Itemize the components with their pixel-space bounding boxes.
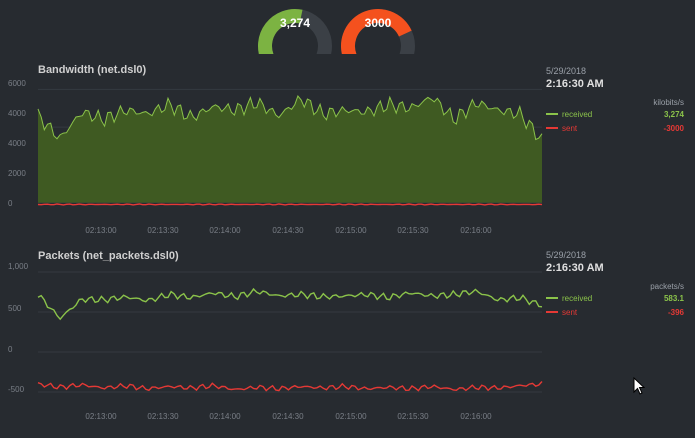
legend-received[interactable]: received 583.1	[546, 291, 686, 305]
bandwidth-chart: Bandwidth (net.dsl0) 6000 4000 4000 2000…	[0, 62, 695, 252]
sent-series-line	[37, 381, 543, 392]
legend-date: 5/29/2018	[546, 250, 587, 260]
legend-sent-label: sent	[562, 307, 578, 317]
legend-date: 5/29/2018	[546, 66, 587, 76]
x-tick: 02:14:00	[209, 412, 241, 421]
x-tick: 02:13:30	[147, 412, 179, 421]
y-tick: 0	[8, 345, 13, 354]
x-tick: 02:15:30	[397, 412, 429, 421]
chart-title: Bandwidth (net.dsl0)	[38, 64, 147, 76]
legend-received-label: received	[562, 109, 593, 119]
legend-time: 2:16:30 AM	[546, 262, 604, 274]
received-series-line	[37, 94, 543, 141]
x-tick: 02:13:30	[147, 226, 179, 235]
x-tick: 02:16:00	[460, 226, 492, 235]
x-tick: 02:14:30	[272, 226, 304, 235]
x-tick: 02:13:00	[85, 412, 117, 421]
x-tick: 02:15:30	[397, 226, 429, 235]
x-tick: 02:14:30	[272, 412, 304, 421]
chart-title: Packets (net_packets.dsl0)	[38, 250, 179, 262]
y-tick: 6000	[8, 79, 26, 88]
sent-gauge: 3000	[338, 6, 418, 54]
packets-chart: Packets (net_packets.dsl0) 1,000 500 0 -…	[0, 248, 695, 438]
sent-swatch	[546, 311, 558, 313]
legend-sent-value: -396	[667, 307, 684, 317]
received-gauge: 3,274	[255, 6, 335, 54]
sent-gauge-dial	[341, 9, 415, 54]
x-tick: 02:14:00	[209, 226, 241, 235]
legend-units: kilobits/s	[653, 98, 684, 107]
received-gauge-value: 3,274	[279, 16, 311, 30]
bandwidth-plot[interactable]	[37, 80, 543, 212]
received-area	[38, 96, 542, 203]
legend-received-value: 583.1	[663, 293, 684, 303]
sent-gauge-value: 3000	[364, 16, 392, 30]
received-swatch	[546, 297, 558, 299]
legend-sent[interactable]: sent -3000	[546, 121, 686, 135]
legend-received-label: received	[562, 293, 593, 303]
legend-sent[interactable]: sent -396	[546, 305, 686, 319]
y-tick: 1,000	[8, 262, 29, 271]
y-tick: 500	[8, 304, 22, 313]
legend-received[interactable]: received 3,274	[546, 107, 686, 121]
legend-time: 2:16:30 AM	[546, 78, 604, 90]
bandwidth-legend: 5/29/2018 2:16:30 AM kilobits/s received…	[546, 66, 686, 135]
x-tick: 02:13:00	[85, 226, 117, 235]
sent-series-line	[37, 203, 543, 206]
received-series-line	[37, 287, 543, 321]
legend-units: packets/s	[650, 282, 684, 291]
legend-received-value: 3,274	[663, 109, 684, 119]
x-tick: 02:15:00	[335, 226, 367, 235]
y-tick: 2000	[8, 169, 26, 178]
packets-legend: 5/29/2018 2:16:30 AM packets/s received …	[546, 250, 686, 319]
legend-sent-value: -3000	[663, 123, 684, 133]
x-tick: 02:15:00	[335, 412, 367, 421]
y-tick: 4000	[8, 139, 26, 148]
sent-swatch	[546, 127, 558, 129]
y-tick: 0	[8, 199, 13, 208]
y-tick: 4000	[8, 109, 26, 118]
packets-plot[interactable]	[37, 264, 543, 400]
y-tick: -500	[8, 385, 25, 394]
x-tick: 02:16:00	[460, 412, 492, 421]
received-swatch	[546, 113, 558, 115]
legend-sent-label: sent	[562, 123, 578, 133]
mouse-cursor-icon	[633, 376, 646, 400]
received-gauge-dial	[258, 9, 332, 54]
